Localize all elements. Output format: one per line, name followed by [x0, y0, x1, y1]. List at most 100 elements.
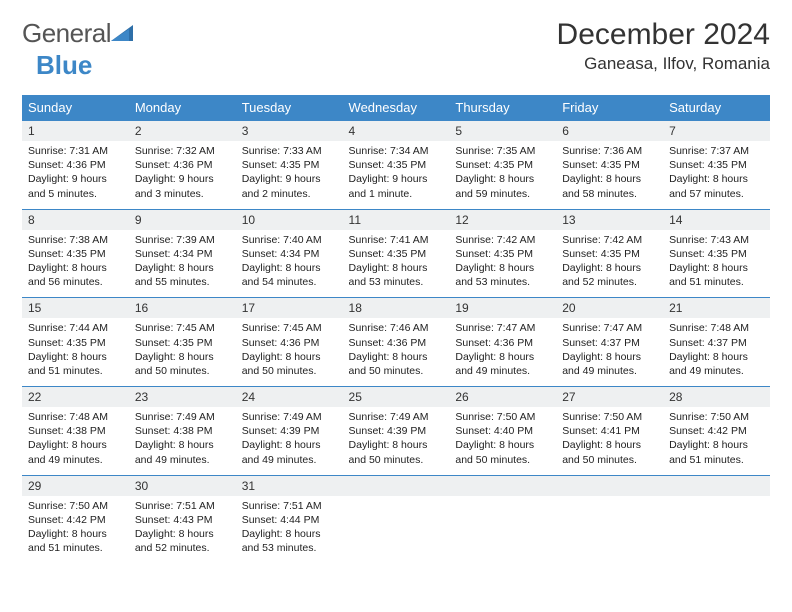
- day-number-cell: 28: [663, 387, 770, 408]
- daylight-line: Daylight: 8 hours and 53 minutes.: [349, 261, 444, 289]
- sunrise-line: Sunrise: 7:44 AM: [28, 321, 123, 335]
- sunset-line: Sunset: 4:39 PM: [242, 424, 337, 438]
- sunrise-line: Sunrise: 7:50 AM: [455, 410, 550, 424]
- daylight-line: Daylight: 8 hours and 53 minutes.: [242, 527, 337, 555]
- day-detail-cell: Sunrise: 7:39 AMSunset: 4:34 PMDaylight:…: [129, 230, 236, 298]
- sunset-line: Sunset: 4:39 PM: [349, 424, 444, 438]
- day-number-cell: 15: [22, 298, 129, 319]
- sunrise-line: Sunrise: 7:41 AM: [349, 233, 444, 247]
- day-detail-cell: Sunrise: 7:51 AMSunset: 4:44 PMDaylight:…: [236, 496, 343, 564]
- day-number-row: 293031: [22, 475, 770, 496]
- day-number-cell: 7: [663, 121, 770, 142]
- sunrise-line: Sunrise: 7:49 AM: [242, 410, 337, 424]
- sunset-line: Sunset: 4:42 PM: [28, 513, 123, 527]
- daylight-line: Daylight: 8 hours and 53 minutes.: [455, 261, 550, 289]
- day-detail-cell: Sunrise: 7:49 AMSunset: 4:39 PMDaylight:…: [343, 407, 450, 475]
- weekday-header-row: SundayMondayTuesdayWednesdayThursdayFrid…: [22, 95, 770, 121]
- day-detail-cell: Sunrise: 7:42 AMSunset: 4:35 PMDaylight:…: [449, 230, 556, 298]
- day-number-cell: 11: [343, 209, 450, 230]
- location-label: Ganeasa, Ilfov, Romania: [557, 54, 770, 74]
- day-number-cell: 2: [129, 121, 236, 142]
- sunset-line: Sunset: 4:36 PM: [135, 158, 230, 172]
- daylight-line: Daylight: 8 hours and 50 minutes.: [135, 350, 230, 378]
- daylight-line: Daylight: 8 hours and 59 minutes.: [455, 172, 550, 200]
- day-number-cell: 22: [22, 387, 129, 408]
- weekday-header-cell: Tuesday: [236, 95, 343, 121]
- day-number-cell: 10: [236, 209, 343, 230]
- sunrise-line: Sunrise: 7:51 AM: [242, 499, 337, 513]
- sunrise-line: Sunrise: 7:42 AM: [562, 233, 657, 247]
- daylight-line: Daylight: 8 hours and 57 minutes.: [669, 172, 764, 200]
- day-detail-cell: Sunrise: 7:50 AMSunset: 4:41 PMDaylight:…: [556, 407, 663, 475]
- sunrise-line: Sunrise: 7:48 AM: [669, 321, 764, 335]
- sunset-line: Sunset: 4:34 PM: [135, 247, 230, 261]
- sunrise-line: Sunrise: 7:42 AM: [455, 233, 550, 247]
- sunrise-line: Sunrise: 7:38 AM: [28, 233, 123, 247]
- weekday-header-cell: Thursday: [449, 95, 556, 121]
- day-number-cell: 27: [556, 387, 663, 408]
- sunset-line: Sunset: 4:35 PM: [562, 158, 657, 172]
- sunrise-line: Sunrise: 7:50 AM: [28, 499, 123, 513]
- day-detail-cell: Sunrise: 7:50 AMSunset: 4:40 PMDaylight:…: [449, 407, 556, 475]
- day-detail-cell: Sunrise: 7:50 AMSunset: 4:42 PMDaylight:…: [663, 407, 770, 475]
- day-number-cell: 13: [556, 209, 663, 230]
- sunrise-line: Sunrise: 7:31 AM: [28, 144, 123, 158]
- day-detail-cell: Sunrise: 7:40 AMSunset: 4:34 PMDaylight:…: [236, 230, 343, 298]
- triangle-icon: [111, 23, 133, 43]
- daylight-line: Daylight: 8 hours and 49 minutes.: [669, 350, 764, 378]
- sunset-line: Sunset: 4:35 PM: [669, 247, 764, 261]
- sunset-line: Sunset: 4:35 PM: [349, 247, 444, 261]
- daylight-line: Daylight: 9 hours and 5 minutes.: [28, 172, 123, 200]
- day-number-row: 891011121314: [22, 209, 770, 230]
- sunrise-line: Sunrise: 7:47 AM: [562, 321, 657, 335]
- day-detail-cell: Sunrise: 7:36 AMSunset: 4:35 PMDaylight:…: [556, 141, 663, 209]
- daylight-line: Daylight: 8 hours and 50 minutes.: [349, 350, 444, 378]
- sunset-line: Sunset: 4:37 PM: [562, 336, 657, 350]
- day-detail-cell: Sunrise: 7:45 AMSunset: 4:35 PMDaylight:…: [129, 318, 236, 386]
- daylight-line: Daylight: 8 hours and 49 minutes.: [28, 438, 123, 466]
- day-detail-cell: Sunrise: 7:31 AMSunset: 4:36 PMDaylight:…: [22, 141, 129, 209]
- day-detail-cell: [343, 496, 450, 564]
- weekday-header-cell: Wednesday: [343, 95, 450, 121]
- day-number-cell: 19: [449, 298, 556, 319]
- day-detail-cell: Sunrise: 7:48 AMSunset: 4:38 PMDaylight:…: [22, 407, 129, 475]
- sunrise-line: Sunrise: 7:49 AM: [349, 410, 444, 424]
- sunset-line: Sunset: 4:41 PM: [562, 424, 657, 438]
- daylight-line: Daylight: 8 hours and 52 minutes.: [135, 527, 230, 555]
- day-detail-cell: Sunrise: 7:41 AMSunset: 4:35 PMDaylight:…: [343, 230, 450, 298]
- day-number-cell: 8: [22, 209, 129, 230]
- day-number-cell: 14: [663, 209, 770, 230]
- sunset-line: Sunset: 4:40 PM: [455, 424, 550, 438]
- weekday-header-cell: Monday: [129, 95, 236, 121]
- day-detail-row: Sunrise: 7:38 AMSunset: 4:35 PMDaylight:…: [22, 230, 770, 298]
- sunrise-line: Sunrise: 7:45 AM: [242, 321, 337, 335]
- daylight-line: Daylight: 8 hours and 49 minutes.: [242, 438, 337, 466]
- day-number-cell: [663, 475, 770, 496]
- sunrise-line: Sunrise: 7:50 AM: [562, 410, 657, 424]
- sunset-line: Sunset: 4:36 PM: [242, 336, 337, 350]
- day-number-cell: 24: [236, 387, 343, 408]
- sunrise-line: Sunrise: 7:46 AM: [349, 321, 444, 335]
- sunrise-line: Sunrise: 7:48 AM: [28, 410, 123, 424]
- day-number-cell: 20: [556, 298, 663, 319]
- day-detail-cell: [663, 496, 770, 564]
- sunset-line: Sunset: 4:38 PM: [135, 424, 230, 438]
- daylight-line: Daylight: 8 hours and 49 minutes.: [455, 350, 550, 378]
- day-number-cell: 29: [22, 475, 129, 496]
- brand-logo: General: [22, 18, 137, 49]
- daylight-line: Daylight: 8 hours and 54 minutes.: [242, 261, 337, 289]
- daylight-line: Daylight: 8 hours and 49 minutes.: [562, 350, 657, 378]
- sunset-line: Sunset: 4:44 PM: [242, 513, 337, 527]
- daylight-line: Daylight: 9 hours and 1 minute.: [349, 172, 444, 200]
- sunset-line: Sunset: 4:35 PM: [242, 158, 337, 172]
- day-number-row: 1234567: [22, 121, 770, 142]
- sunrise-line: Sunrise: 7:51 AM: [135, 499, 230, 513]
- day-detail-cell: [449, 496, 556, 564]
- weekday-header-cell: Friday: [556, 95, 663, 121]
- daylight-line: Daylight: 8 hours and 55 minutes.: [135, 261, 230, 289]
- daylight-line: Daylight: 9 hours and 3 minutes.: [135, 172, 230, 200]
- day-number-cell: 23: [129, 387, 236, 408]
- day-detail-cell: Sunrise: 7:37 AMSunset: 4:35 PMDaylight:…: [663, 141, 770, 209]
- daylight-line: Daylight: 8 hours and 52 minutes.: [562, 261, 657, 289]
- sunrise-line: Sunrise: 7:45 AM: [135, 321, 230, 335]
